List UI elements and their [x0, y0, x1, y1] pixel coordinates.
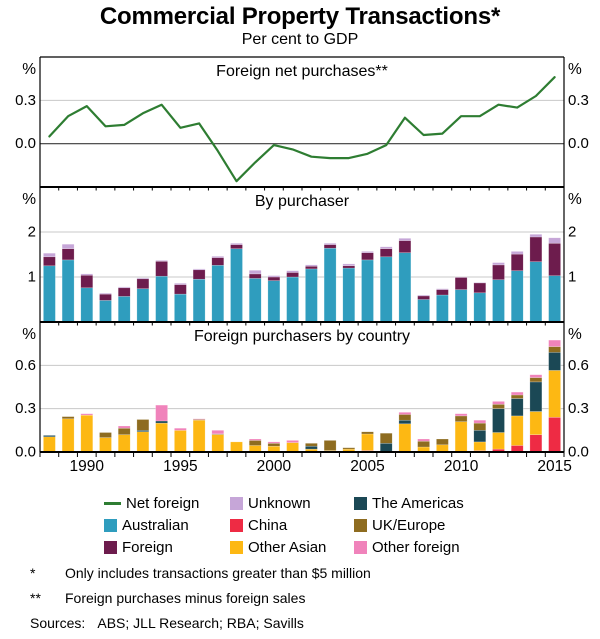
uk-europe-swatch: [354, 518, 367, 532]
svg-text:1990: 1990: [70, 458, 105, 475]
svg-text:%: %: [22, 191, 36, 208]
legend-label-foreign: Foreign: [122, 538, 173, 556]
svg-text:%: %: [22, 61, 36, 78]
svg-text:0.3: 0.3: [15, 400, 36, 417]
svg-text:0.3: 0.3: [568, 400, 589, 417]
other-asian-swatch: [230, 540, 243, 554]
svg-text:2000: 2000: [257, 458, 292, 475]
net-foreign-line-swatch: [104, 501, 121, 505]
svg-text:Foreign net purchases**: Foreign net purchases**: [216, 63, 388, 80]
footnote-asterisk: * Only includes transactions greater tha…: [30, 565, 371, 582]
svg-text:2010: 2010: [444, 458, 479, 475]
foreign-swatch: [104, 540, 117, 554]
sources-line: Sources: ABS; JLL Research; RBA; Savills: [30, 615, 371, 632]
legend-item-unknown: Unknown: [230, 495, 354, 512]
svg-text:1995: 1995: [163, 458, 197, 475]
legend-label-other-foreign: Other foreign: [372, 538, 460, 556]
legend-label-australian: Australian: [122, 516, 189, 534]
footnote-marker: *: [30, 565, 36, 581]
svg-text:%: %: [22, 326, 36, 343]
legend-label-net-foreign: Net foreign: [126, 494, 200, 512]
sources-label: Sources:: [30, 615, 86, 631]
footnote-marker: **: [30, 590, 41, 606]
the-americas-swatch: [354, 496, 367, 510]
page-subtitle: Per cent to GDP: [241, 31, 359, 48]
chart-svg: Foreign net purchases**% % 0.0 0.0 0.3 0.3 By …: [15, 56, 589, 475]
footnote-text: Foreign purchases minus foreign sales: [65, 590, 306, 606]
svg-text:2: 2: [568, 224, 576, 241]
svg-text:0.3: 0.3: [15, 92, 36, 109]
china-swatch: [230, 518, 243, 532]
svg-text:0.6: 0.6: [568, 357, 589, 374]
legend-item-the-americas: The Americas: [354, 495, 524, 512]
svg-text:0.0: 0.0: [568, 444, 589, 461]
svg-text:0.0: 0.0: [15, 444, 36, 461]
svg-text:2: 2: [28, 224, 36, 241]
legend-item-net-foreign: Net foreign: [104, 495, 230, 512]
footnote-double-asterisk: ** Foreign purchases minus foreign sales: [30, 590, 371, 607]
legend-label-other-asian: Other Asian: [248, 538, 327, 556]
footnotes: * Only includes transactions greater tha…: [30, 565, 371, 632]
legend-label-china: China: [248, 516, 288, 534]
footnote-text: Only includes transactions greater than …: [65, 565, 371, 581]
svg-text:1: 1: [568, 269, 576, 286]
legend-item-foreign: Foreign: [104, 539, 230, 556]
unknown-swatch: [230, 496, 243, 510]
chart-legend: Net foreign Australian Foreign Unknown C…: [104, 492, 524, 558]
svg-text:1: 1: [28, 269, 36, 286]
svg-text:%: %: [568, 191, 582, 208]
australian-swatch: [104, 518, 117, 532]
svg-text:Foreign purchasers by country: Foreign purchasers by country: [194, 328, 410, 345]
legend-label-unknown: Unknown: [248, 494, 311, 512]
svg-text:%: %: [568, 61, 582, 78]
legend-item-other-asian: Other Asian: [230, 539, 354, 556]
svg-text:2015: 2015: [537, 458, 571, 475]
sources-text: ABS; JLL Research; RBA; Savills: [97, 615, 304, 631]
legend-label-uk-europe: UK/Europe: [372, 516, 446, 534]
svg-text:0.6: 0.6: [15, 357, 36, 374]
legend-label-the-americas: The Americas: [372, 494, 464, 512]
legend-item-other-foreign: Other foreign: [354, 539, 524, 556]
legend-item-australian: Australian: [104, 517, 230, 534]
svg-text:%: %: [568, 326, 582, 343]
svg-text:0.0: 0.0: [15, 135, 36, 152]
svg-text:2005: 2005: [350, 458, 384, 475]
other-foreign-swatch: [354, 540, 367, 554]
svg-text:By purchaser: By purchaser: [255, 193, 350, 210]
legend-item-china: China: [230, 517, 354, 534]
page-title: Commercial Property Transactions*: [99, 3, 501, 30]
svg-text:0.3: 0.3: [568, 92, 589, 109]
legend-item-uk-europe: UK/Europe: [354, 517, 524, 534]
svg-text:0.0: 0.0: [568, 135, 589, 152]
